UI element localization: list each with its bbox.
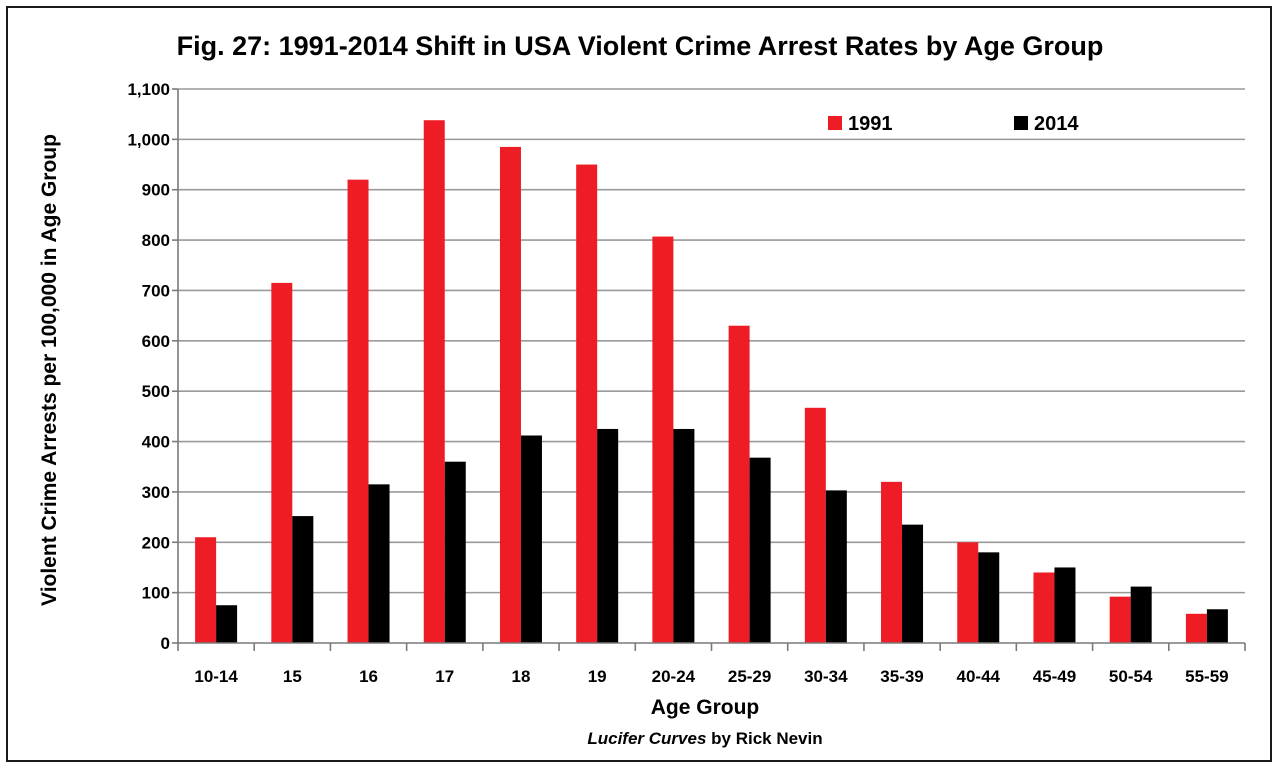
legend: 1991 2014 bbox=[828, 113, 1079, 135]
bar-2014-10-14 bbox=[216, 605, 238, 643]
y-tick-labels: 0 100 200 300 400 500 600 700 800 900 1,000 1,100 bbox=[127, 80, 170, 653]
x-tick-label: 45-49 bbox=[1033, 667, 1076, 686]
y-tick-label: 900 bbox=[142, 181, 170, 200]
bar-2014-40-44 bbox=[978, 552, 1000, 643]
bars bbox=[195, 120, 1228, 643]
x-tick-label: 30-34 bbox=[804, 667, 848, 686]
x-axis-label: Age Group bbox=[651, 696, 760, 719]
x-tick-label: 20-24 bbox=[652, 667, 696, 686]
bar-2014-25-29 bbox=[749, 457, 771, 643]
bar-1991-16 bbox=[347, 179, 369, 643]
bar-2014-16 bbox=[368, 484, 390, 643]
x-tick-label: 25-29 bbox=[728, 667, 771, 686]
y-tick-label: 400 bbox=[142, 433, 170, 452]
x-tick-label: 40-44 bbox=[957, 667, 1001, 686]
x-tick-label: 17 bbox=[435, 667, 454, 686]
bar-1991-19 bbox=[576, 164, 598, 643]
legend-swatch-2014 bbox=[1014, 116, 1028, 130]
y-tick-label: 600 bbox=[142, 332, 170, 351]
gridlines bbox=[178, 88, 1245, 594]
bar-2014-55-59 bbox=[1206, 609, 1228, 643]
y-tick-label: 0 bbox=[161, 634, 170, 653]
y-tick-label: 1,100 bbox=[127, 80, 170, 99]
y-tick-label: 700 bbox=[142, 281, 170, 300]
legend-label-2014: 2014 bbox=[1034, 113, 1079, 135]
bar-1991-40-44 bbox=[957, 542, 979, 643]
y-tick-label: 1,000 bbox=[127, 130, 170, 149]
bar-2014-45-49 bbox=[1054, 567, 1076, 643]
legend-swatch-1991 bbox=[828, 116, 842, 130]
legend-label-1991: 1991 bbox=[848, 113, 893, 135]
credit-line: Lucifer Curves by Rick Nevin bbox=[587, 729, 822, 748]
bar-1991-55-59 bbox=[1185, 613, 1207, 643]
y-tick-label: 300 bbox=[142, 483, 170, 502]
x-tick-label: 15 bbox=[283, 667, 302, 686]
x-tick-label: 50-54 bbox=[1109, 667, 1153, 686]
bar-1991-45-49 bbox=[1033, 572, 1055, 643]
credit-rest: by Rick Nevin bbox=[706, 729, 822, 748]
bar-1991-10-14 bbox=[195, 537, 217, 643]
bar-2014-50-54 bbox=[1130, 586, 1152, 643]
x-tick-label: 55-59 bbox=[1185, 667, 1228, 686]
bar-2014-15 bbox=[292, 516, 314, 643]
bar-2014-18 bbox=[520, 435, 542, 643]
y-tick-label: 200 bbox=[142, 533, 170, 552]
bar-2014-35-39 bbox=[902, 524, 924, 643]
bar-1991-35-39 bbox=[881, 481, 903, 643]
bar-1991-18 bbox=[499, 146, 521, 643]
bar-2014-17 bbox=[444, 461, 466, 643]
y-tick-label: 500 bbox=[142, 382, 170, 401]
x-tick-labels: 10-14 15 16 17 18 19 20-24 25-29 30-34 35-39 40-44… bbox=[194, 667, 1228, 686]
bar-1991-17 bbox=[423, 120, 445, 643]
bar-1991-20-24 bbox=[652, 236, 674, 643]
bar-2014-19 bbox=[597, 428, 619, 643]
chart-title: Fig. 27: 1991-2014 Shift in USA Violent … bbox=[177, 31, 1104, 61]
x-tick-label: 16 bbox=[359, 667, 378, 686]
x-tick-label: 10-14 bbox=[194, 667, 238, 686]
y-axis-label: Violent Crime Arrests per 100,000 in Age… bbox=[38, 134, 61, 606]
x-tick-label: 19 bbox=[588, 667, 607, 686]
axes bbox=[172, 88, 1246, 651]
y-tick-label: 100 bbox=[142, 584, 170, 603]
bar-1991-15 bbox=[271, 282, 293, 643]
bar-1991-50-54 bbox=[1109, 596, 1131, 643]
bar-1991-30-34 bbox=[804, 407, 826, 643]
bar-2014-30-34 bbox=[825, 490, 847, 643]
x-tick-label: 35-39 bbox=[880, 667, 923, 686]
bar-2014-20-24 bbox=[673, 428, 695, 643]
credit-italic: Lucifer Curves bbox=[587, 729, 706, 748]
bar-1991-25-29 bbox=[728, 325, 750, 643]
x-tick-label: 18 bbox=[512, 667, 531, 686]
y-tick-label: 800 bbox=[142, 231, 170, 250]
